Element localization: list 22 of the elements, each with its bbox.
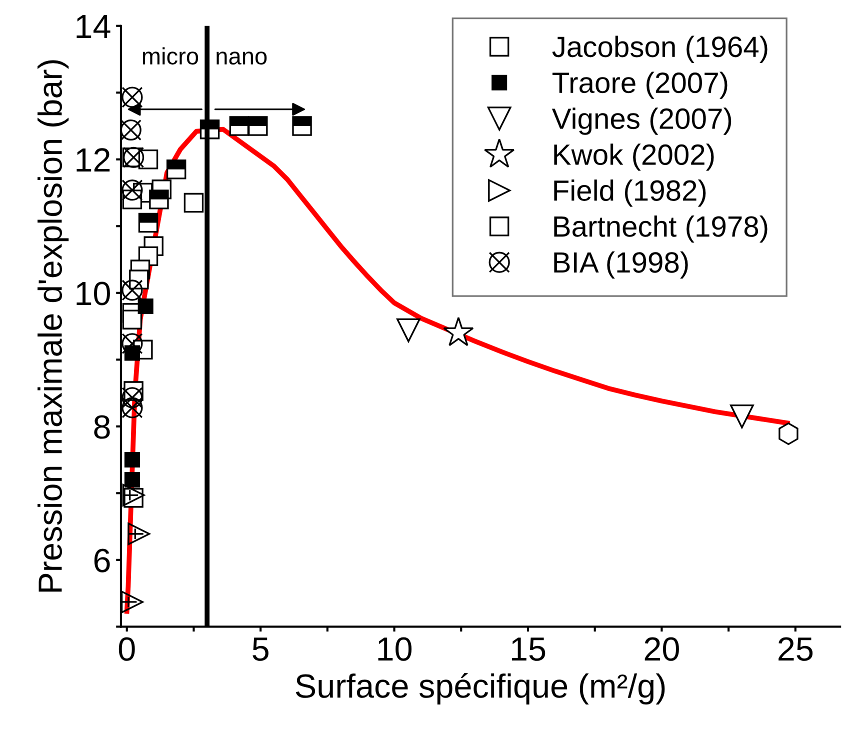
legend-label: Field (1982)	[554, 180, 706, 207]
annotation: nano	[216, 52, 267, 65]
legend-label: Bartnecht (1978)	[554, 215, 768, 243]
x-tick-label: 0	[118, 637, 135, 661]
y-tick-label: 6	[94, 548, 110, 572]
x-axis-title: Surface spécifique (m²/g)	[296, 673, 665, 704]
x-tick-label: 15	[512, 638, 546, 661]
legend-label: BIA (1998)	[554, 251, 688, 279]
y-tick-label: 10	[76, 282, 110, 306]
x-tick-label: 10	[378, 637, 412, 661]
legend-label: Kwok (2002)	[554, 144, 714, 171]
x-tick-label: 5	[252, 638, 268, 661]
y-tick-label: 14	[76, 15, 110, 38]
legend-label: Traore (2007)	[552, 72, 728, 99]
y-axis-title: Pression maximale d'explosion (bar)	[38, 60, 69, 592]
x-tick-label: 25	[778, 637, 813, 661]
annotation: micro	[142, 47, 198, 65]
y-tick-label: 8	[94, 415, 110, 439]
y-tick-label: 12	[76, 148, 110, 172]
legend-label: Vignes (2007)	[552, 108, 732, 135]
x-tick-label: 20	[644, 637, 679, 661]
legend-label: Jacobson (1964)	[552, 36, 768, 63]
